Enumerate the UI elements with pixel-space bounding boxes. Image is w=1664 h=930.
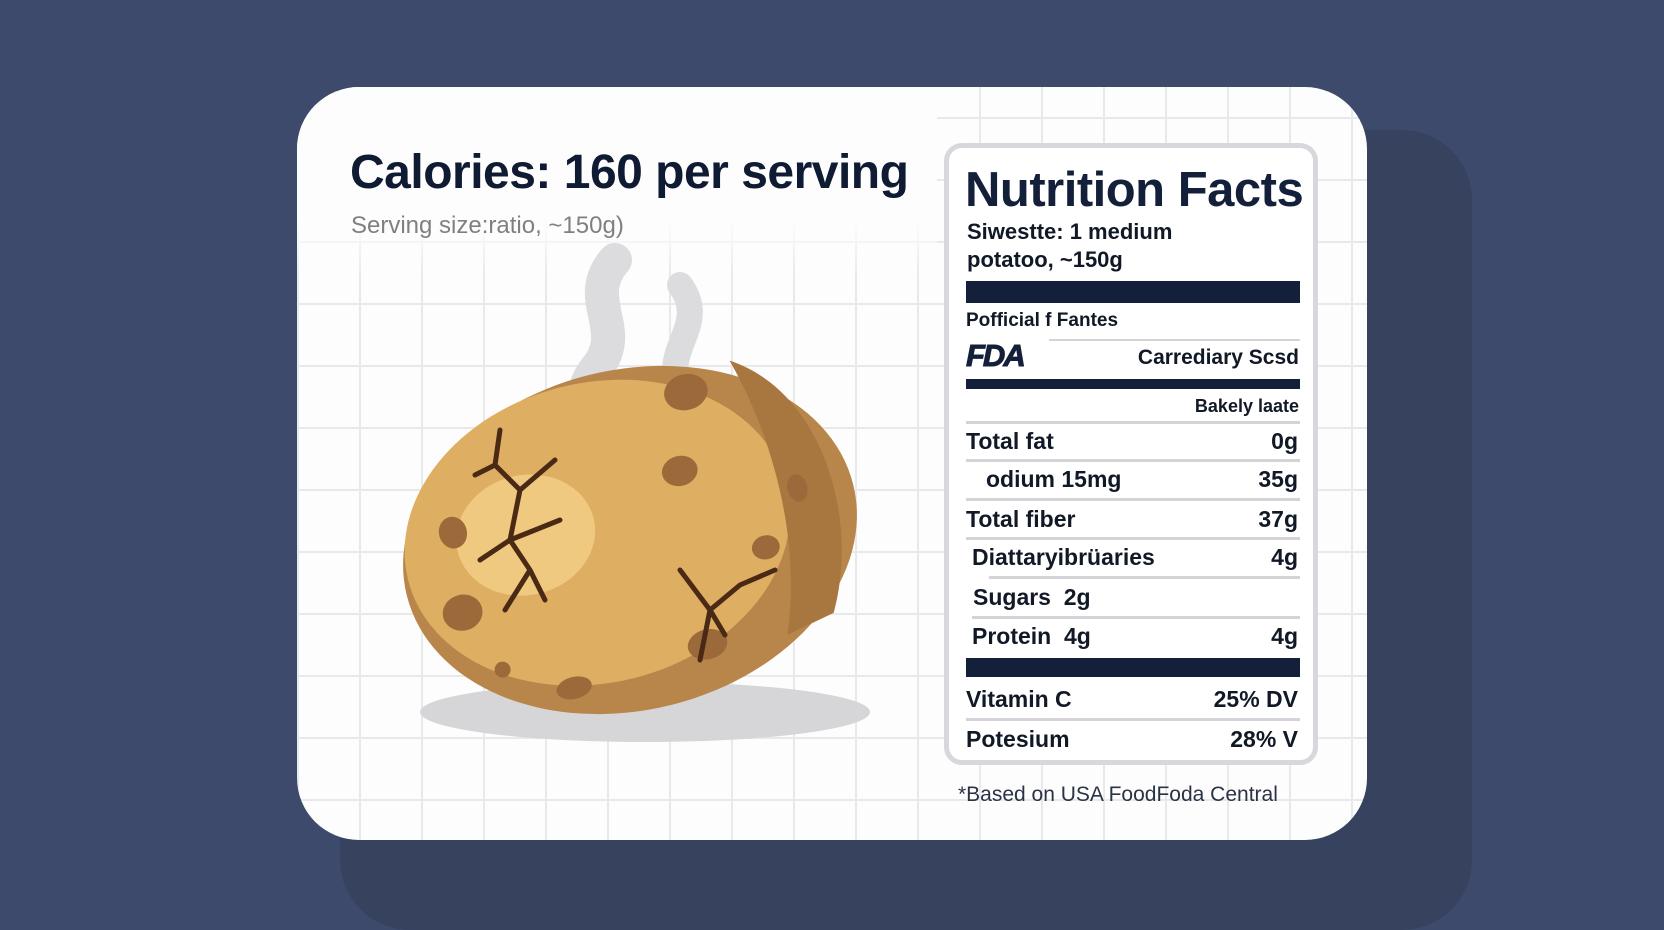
baked-potato-icon <box>403 243 870 742</box>
official-text: Pofficial f Fantes <box>966 310 1119 331</box>
serving-size-subtitle: Serving size:ratio, ~150g) <box>351 212 624 239</box>
nutrient-row: Total fiber 37g <box>966 506 1298 532</box>
vitamin-row: Vitamin C 25% DV <box>966 686 1298 712</box>
nutrient-row: Protein 4g 4g <box>972 623 1298 649</box>
serving-size-line-1: Siwestte: 1 medium <box>967 219 1173 244</box>
logo-caption: Carrediary Scsd <box>1137 346 1299 369</box>
thick-divider <box>966 281 1300 303</box>
nutrient-row: odium 15mg 35g <box>986 466 1298 492</box>
footnote: *Based on USA FoodFoda Central <box>958 783 1278 806</box>
thick-divider <box>966 658 1300 677</box>
nutrient-row: Total fat 0g <box>966 428 1298 454</box>
nutrient-row: Diattaryibrüaries 4g <box>972 544 1298 570</box>
vitamin-row: Potesium 28% V <box>966 726 1298 752</box>
nutrition-facts-title: Nutrition Facts <box>965 163 1304 217</box>
crack-lines <box>472 427 778 663</box>
nutrition-facts-label: Nutrition Facts Siwestte: 1 medium potat… <box>944 143 1318 765</box>
fda-logo: FDA <box>966 338 1027 374</box>
medium-divider <box>966 379 1300 389</box>
section-label: Bakely laate <box>1194 396 1299 416</box>
nutrient-row: Sugars 2g <box>973 584 1091 610</box>
page-title: Calories: 160 per serving <box>350 146 909 199</box>
serving-size-line-2: potatoo, ~150g <box>967 247 1123 272</box>
